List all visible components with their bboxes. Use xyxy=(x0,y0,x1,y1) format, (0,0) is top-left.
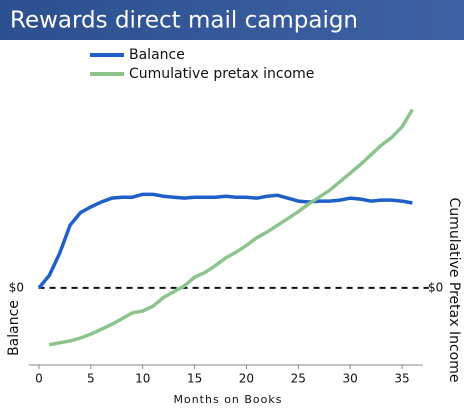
series-line xyxy=(49,108,414,347)
y2-axis-label: Cumulative Pretax Income xyxy=(446,198,462,383)
x-tick-label: 25 xyxy=(291,372,306,386)
legend-label: Cumulative pretax income xyxy=(129,66,314,82)
x-tick-label: 15 xyxy=(187,372,202,386)
x-tick-label: 30 xyxy=(343,372,358,386)
title-bar xyxy=(0,0,464,40)
x-tick-label: 5 xyxy=(87,372,95,386)
legend-label: Balance xyxy=(129,47,185,63)
x-axis-label: Months on Books xyxy=(173,393,282,406)
x-tick-label: 0 xyxy=(35,372,43,386)
x-tick-label: 10 xyxy=(135,372,150,386)
x-tick-label: 20 xyxy=(239,372,254,386)
chart-title: Rewards direct mail campaign xyxy=(10,8,358,34)
y-tick-label: $0 xyxy=(9,280,24,294)
y-axis-label: Balance xyxy=(6,300,22,356)
series-line xyxy=(37,192,413,289)
y2-tick-label: $0 xyxy=(428,280,443,294)
x-tick-label: 35 xyxy=(394,372,409,386)
